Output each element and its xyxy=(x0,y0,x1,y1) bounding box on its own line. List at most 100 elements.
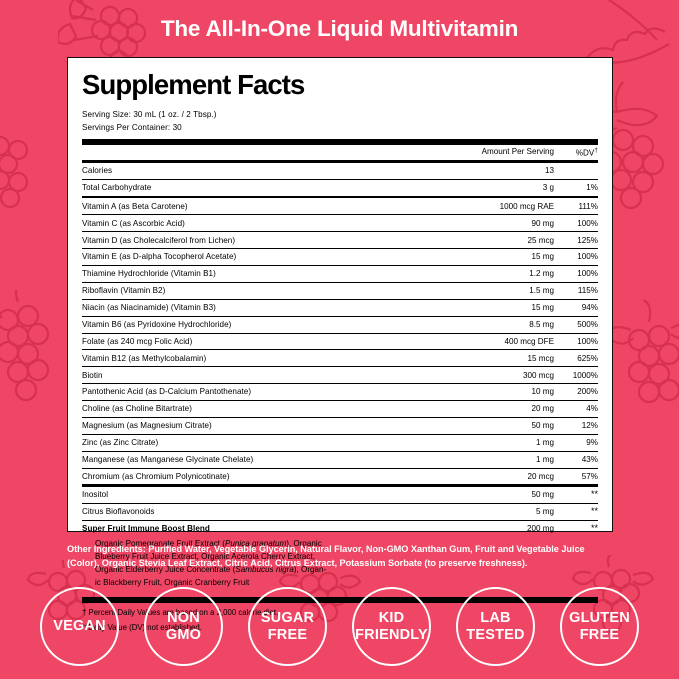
nutrient-amount: 15 mg xyxy=(531,303,555,313)
nutrient-row: Vitamin B12 (as Methylcobalamin) 15 mcg 62… xyxy=(82,350,598,366)
rule-under-headers xyxy=(82,160,598,163)
badge-label-line1: VEGAN xyxy=(53,618,106,635)
berry-motif-left-upper xyxy=(0,135,29,209)
nutrient-daily-value: 111% xyxy=(578,201,599,211)
nutrient-name: Vitamin B12 (as Methylcobalamin) xyxy=(82,353,207,363)
badge-label-line2: FRIENDLY xyxy=(355,626,428,643)
nutrient-name: Super Fruit Immune Boost Blend xyxy=(82,524,210,534)
nutrient-row: Folate (as 240 mcg Folic Acid) 400 mcg DF… xyxy=(82,333,598,349)
rule-after-carbohydrate xyxy=(82,195,598,199)
nutrient-name: Zinc (as Zinc Citrate) xyxy=(82,438,159,448)
rule-row-divider xyxy=(82,315,598,317)
nutrient-row: Chromium (as Chromium Polynicotinate) 20 … xyxy=(82,468,598,484)
rule-row-divider xyxy=(82,416,598,418)
rule-row-divider xyxy=(82,281,598,283)
rule-before-no-dv-block xyxy=(82,484,598,487)
badge-kid: KID FRIENDLY xyxy=(352,587,431,666)
nutrient-amount: 25 mcg xyxy=(527,235,554,245)
badge-gluten: GLUTEN FREE xyxy=(560,587,639,666)
rule-row-divider xyxy=(82,248,598,250)
rule-row-divider xyxy=(82,400,598,401)
nutrient-amount: 8.5 mg xyxy=(529,319,554,329)
nutrient-row: Vitamin E (as D-alpha Tocopherol Acetate… xyxy=(82,249,598,265)
nutrient-daily-value: 1000% xyxy=(572,370,598,380)
nutrient-amount: 1.5 mg xyxy=(529,286,554,296)
nutrient-amount: 13 xyxy=(544,166,554,176)
rule-row-divider xyxy=(82,433,598,435)
nutrient-name: Inositol xyxy=(82,490,109,500)
claim-badges: VEGAN NON GMO SUGAR FREE KID FRIENDLY LAB TESTED… xyxy=(0,587,679,666)
rule-row-divider xyxy=(82,265,598,266)
nutrient-row: Total Carbohydrate 3 g 1% xyxy=(82,180,598,196)
nutrient-name: Chromium (as Chromium Polynicotinate) xyxy=(82,471,230,481)
nutrient-row: Vitamin C (as Ascorbic Acid) 90 mg 100% xyxy=(82,215,598,231)
nutrient-row: Citrus Bioflavonoids 5 mg ** xyxy=(82,504,598,520)
nutrient-daily-value: 94% xyxy=(581,303,598,313)
other-ingredients: Other Ingredients: Purified Water, Veget… xyxy=(67,544,585,569)
nutrient-daily-value: 4% xyxy=(586,404,598,414)
nutrient-amount: 1 mg xyxy=(536,438,554,448)
column-header-row: Amount Per Serving %DV† xyxy=(82,145,598,161)
badge-label-line1: SUGAR xyxy=(260,610,315,627)
nutrient-amount: 50 mg xyxy=(531,421,555,431)
nutrient-daily-value: ** xyxy=(590,506,598,517)
nutrient-amount: 1 mg xyxy=(536,454,554,464)
rule-row-divider xyxy=(82,349,598,351)
rule-row-divider xyxy=(82,502,598,504)
badge-label-line1: LAB xyxy=(480,610,511,627)
nutrient-row: Riboflavin (Vitamin B2) 1.5 mg 115% xyxy=(82,283,598,299)
nutrient-name: Riboflavin (Vitamin B2) xyxy=(82,286,166,296)
nutrient-row: Choline (as Choline Bitartrate) 20 mg 4% xyxy=(82,401,598,417)
nutrient-amount: 3 g xyxy=(542,183,554,193)
nutrient-row: Vitamin A (as Beta Carotene) 1000 mcg RAE… xyxy=(82,198,598,214)
nutrient-name: Pantothenic Acid (as D-Calcium Pantothen… xyxy=(82,387,252,397)
badge-label-line2: GMO xyxy=(165,626,202,643)
rule-row-divider xyxy=(82,231,598,233)
nutrient-daily-value: 100% xyxy=(577,269,598,279)
nutrient-amount: 15 mcg xyxy=(527,353,554,363)
nutrient-row: Inositol 50 mg ** xyxy=(82,487,598,503)
nutrient-row: Magnesium (as Magnesium Citrate) 50 mg 12% xyxy=(82,418,598,434)
nutrient-amount: 400 mcg DFE xyxy=(504,336,554,346)
nutrient-daily-value: 500% xyxy=(577,319,598,329)
rule-thick-top xyxy=(82,139,598,145)
rule-row-divider xyxy=(82,366,598,368)
nutrient-amount: 15 mg xyxy=(531,252,555,262)
nutrient-amount: 90 mg xyxy=(531,218,555,228)
nutrient-row: Niacin (as Niacinamide) (Vitamin B3) 15 m… xyxy=(82,300,598,316)
nutrient-name: Vitamin C (as Ascorbic Acid) xyxy=(82,218,185,228)
rule-row-divider xyxy=(82,383,598,385)
nutrient-daily-value: 43% xyxy=(581,454,598,464)
nutrient-name: Calories xyxy=(82,166,113,176)
berry-motif-left xyxy=(0,290,50,402)
badge-label-line2: FREE xyxy=(579,626,620,643)
nutrient-daily-value: 625% xyxy=(577,353,598,363)
nutrient-row: Thiamine Hydrochloride (Vitamin B1) 1.2 m… xyxy=(82,266,598,282)
nutrient-row: Vitamin B6 (as Pyridoxine Hydrochloride)… xyxy=(82,317,598,333)
rule-row-divider xyxy=(82,467,598,469)
badge-label-line1: NON xyxy=(167,610,200,627)
nutrient-daily-value: ** xyxy=(590,523,598,534)
nutrient-amount: 5 mg xyxy=(536,507,554,517)
nutrient-row: Zinc (as Zinc Citrate) 1 mg 9% xyxy=(82,435,598,451)
berry-motif-right xyxy=(605,300,679,404)
nutrient-daily-value: ** xyxy=(590,489,598,500)
nutrient-daily-value: 1% xyxy=(586,183,598,193)
nutrient-row: Biotin 300 mcg 1000% xyxy=(82,367,598,383)
panel-title: Supplement Facts xyxy=(82,69,305,100)
badge-sugar: SUGAR FREE xyxy=(248,587,327,666)
badge-vegan: VEGAN xyxy=(40,587,119,666)
nutrient-row: Vitamin D (as Cholecalciferol from Liche… xyxy=(82,232,598,248)
nutrient-row: Pantothenic Acid (as D-Calcium Pantothen… xyxy=(82,384,598,400)
nutrient-name: Vitamin A (as Beta Carotene) xyxy=(82,201,188,211)
badge-non: NON GMO xyxy=(144,587,223,666)
nutrient-amount: 20 mg xyxy=(531,404,555,414)
amount-per-serving-header: Amount Per Serving xyxy=(481,147,554,157)
rule-row-divider xyxy=(82,178,598,180)
nutrient-rows: Calories 13 Total Carbohydrate 3 g 1% Vitamin… xyxy=(82,163,598,592)
nutrient-name: Total Carbohydrate xyxy=(82,183,152,193)
servings-per-container: Servings Per Container: 30 xyxy=(82,122,182,132)
nutrient-name: Vitamin D (as Cholecalciferol from Liche… xyxy=(82,235,236,245)
nutrient-name: Choline (as Choline Bitartrate) xyxy=(82,404,192,414)
nutrient-amount: 1.2 mg xyxy=(529,269,554,279)
